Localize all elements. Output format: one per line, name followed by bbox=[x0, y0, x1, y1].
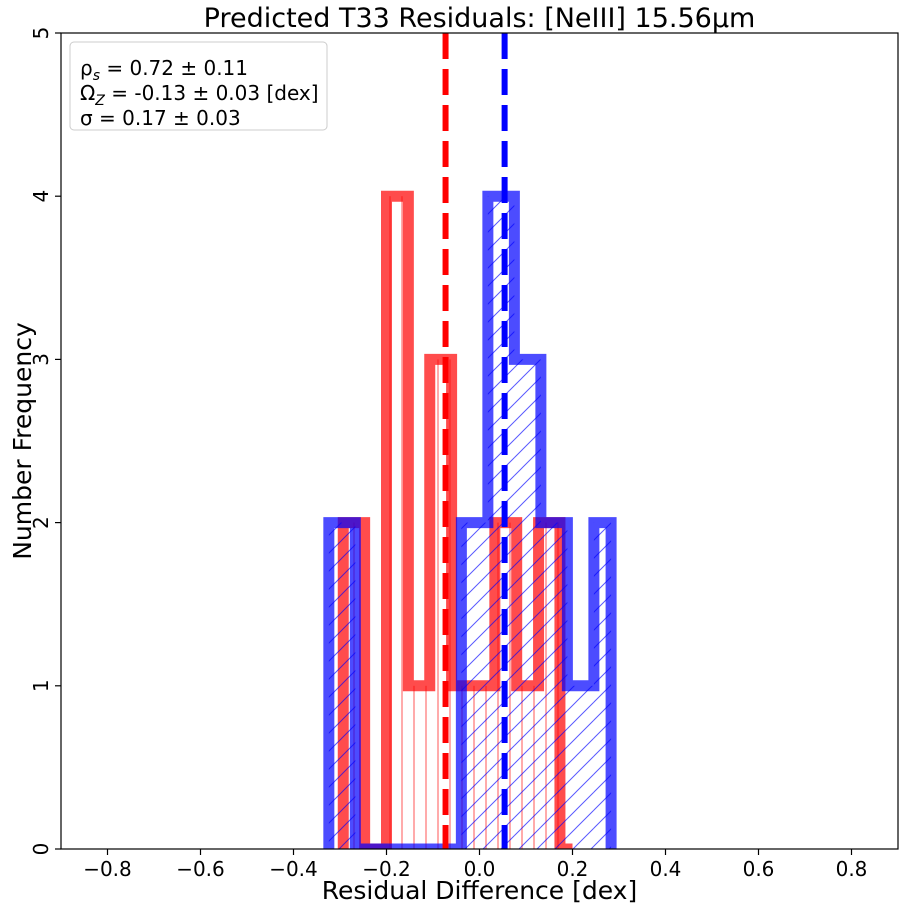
x-axis-label: Residual Difference [dex] bbox=[322, 876, 637, 905]
x-tick-label: −0.6 bbox=[176, 857, 225, 881]
stats-line: ρs = 0.72 ± 0.11 bbox=[80, 56, 248, 84]
x-tick-label: −0.2 bbox=[362, 857, 411, 881]
histogram-bar bbox=[408, 685, 430, 849]
y-tick-label: 4 bbox=[29, 190, 53, 203]
legend-box bbox=[69, 41, 328, 131]
stats-line: ΩZ = -0.13 ± 0.03 [dex] bbox=[80, 81, 319, 109]
x-tick-label: 0.4 bbox=[650, 857, 682, 881]
histogram-bar bbox=[567, 685, 594, 849]
y-tick-label: 2 bbox=[29, 516, 53, 529]
y-tick-label: 5 bbox=[29, 27, 53, 40]
x-tick-label: −0.4 bbox=[269, 857, 318, 881]
y-tick-label: 1 bbox=[29, 679, 53, 692]
histogram-outline bbox=[323, 190, 617, 849]
x-tick-label: 0.2 bbox=[557, 857, 589, 881]
x-tick-label: −0.8 bbox=[83, 857, 132, 881]
y-axis-label: Number Frequency bbox=[8, 322, 37, 560]
x-tick-label: 0.8 bbox=[836, 857, 868, 881]
y-tick-label: 0 bbox=[29, 843, 53, 856]
histogram-series-2 bbox=[323, 190, 617, 849]
y-tick-label: 3 bbox=[29, 353, 53, 366]
x-tick-label: 0.0 bbox=[464, 857, 496, 881]
chart-title: Predicted T33 Residuals: [NeIII] 15.56μm bbox=[204, 3, 756, 34]
stats-line: σ = 0.17 ± 0.03 bbox=[80, 106, 241, 130]
x-tick-label: 0.6 bbox=[743, 857, 775, 881]
